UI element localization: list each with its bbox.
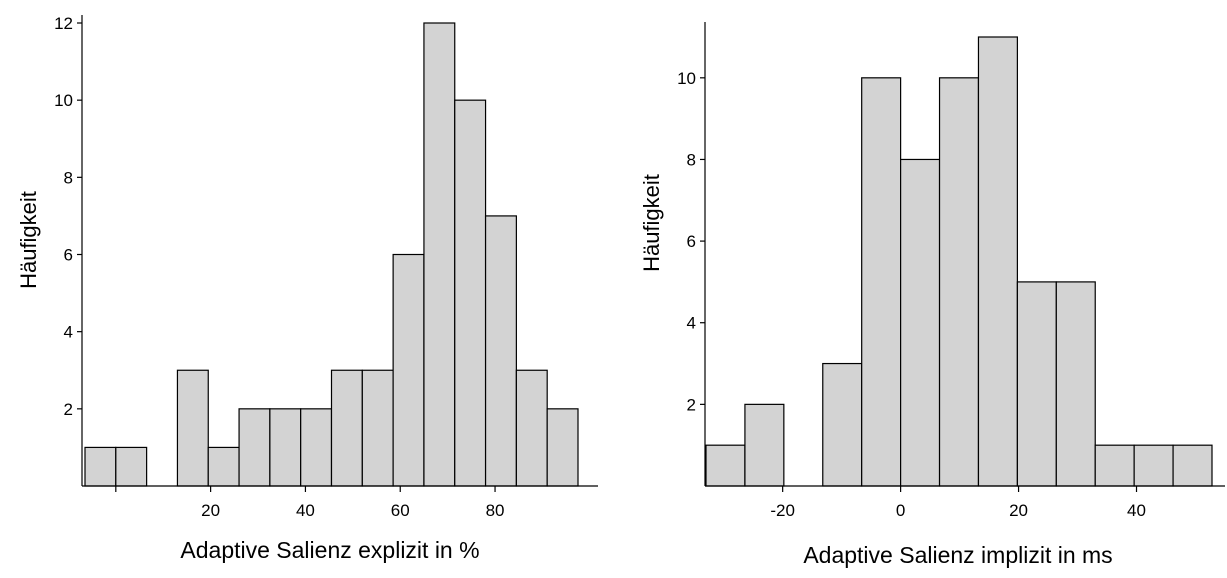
histogram-bar	[269, 408, 302, 487]
histogram-bar	[300, 408, 333, 487]
histogram-bar	[361, 369, 394, 487]
histogram-bar	[176, 369, 209, 487]
histogram-bar	[1172, 444, 1213, 487]
histogram-bar	[484, 215, 517, 487]
y-tick-label: 4	[687, 314, 696, 333]
histogram-bar	[1094, 444, 1135, 487]
histogram-bar	[744, 403, 785, 487]
x-tick-label: 80	[486, 501, 505, 520]
x-tick-label: 20	[201, 501, 220, 520]
y-tick-label: 8	[64, 168, 73, 187]
y-tick-label: 2	[64, 400, 73, 419]
x-tick-label: 0	[896, 501, 905, 520]
histogram-bar	[330, 369, 363, 487]
y-tick-label: 2	[687, 395, 696, 414]
x-tick-label: 60	[391, 501, 410, 520]
y-tick-label: 10	[677, 69, 696, 88]
histogram-implicit-svg: Häufigkeit Adaptive Salienz implizit in …	[639, 22, 1225, 568]
histogram-bar	[84, 446, 117, 487]
y-axis-title: Häufigkeit	[639, 174, 664, 272]
y-tick-label: 8	[687, 150, 696, 169]
histogram-bar	[977, 36, 1018, 487]
histogram-bar	[546, 408, 579, 487]
histogram-bar	[1133, 444, 1174, 487]
x-axis-title: Adaptive Salienz explizit in %	[180, 537, 479, 563]
histogram-bar	[392, 253, 425, 487]
x-tick-label: 40	[1127, 501, 1146, 520]
y-tick-label: 6	[687, 232, 696, 251]
histogram-implicit: Häufigkeit Adaptive Salienz implizit in …	[615, 0, 1227, 578]
histogram-explicit: Häufigkeit Adaptive Salienz explizit in …	[0, 0, 610, 578]
x-axis-title: Adaptive Salienz implizit in ms	[803, 542, 1112, 568]
histogram-bar	[861, 77, 902, 487]
histogram-bar	[705, 444, 746, 487]
y-axis-title: Häufigkeit	[16, 191, 41, 289]
histogram-bar	[207, 446, 240, 487]
histogram-bar	[900, 158, 941, 487]
x-tick-label: -20	[770, 501, 795, 520]
histogram-bar	[1055, 281, 1096, 487]
histogram-bar	[938, 77, 980, 487]
histogram-bar	[822, 362, 863, 487]
histogram-bar	[1016, 281, 1057, 487]
histogram-bar	[423, 22, 456, 487]
histogram-explicit-svg: Häufigkeit Adaptive Salienz explizit in …	[16, 14, 598, 563]
histogram-bar	[115, 446, 148, 487]
x-tick-label: 20	[1009, 501, 1028, 520]
histogram-bar	[454, 99, 487, 487]
histogram-bar	[238, 408, 271, 487]
y-tick-label: 10	[54, 91, 73, 110]
histogram-bar	[515, 369, 548, 487]
y-tick-label: 6	[64, 246, 73, 265]
y-tick-label: 12	[54, 14, 73, 33]
x-tick-label: 40	[296, 501, 315, 520]
y-tick-label: 4	[64, 323, 73, 342]
